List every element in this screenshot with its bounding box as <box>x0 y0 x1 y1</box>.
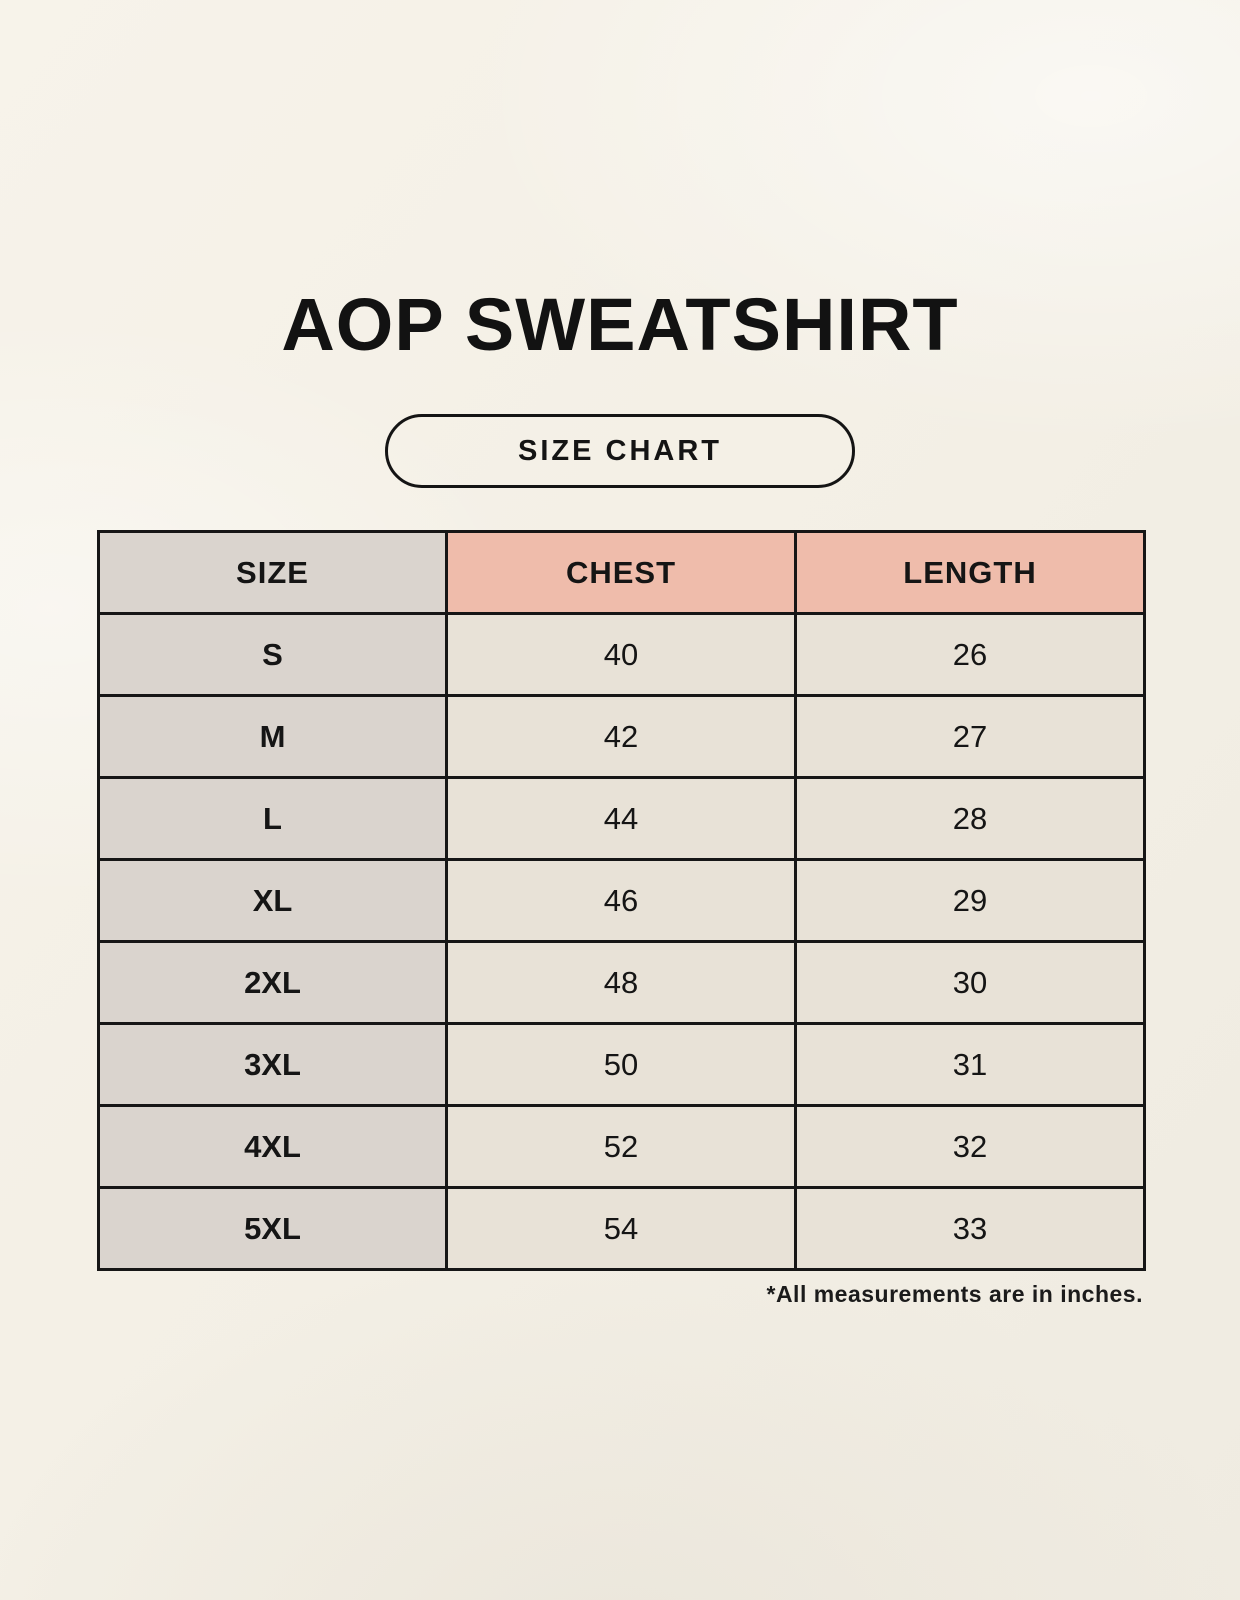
size-chart-badge-label: SIZE CHART <box>518 434 722 467</box>
length-value: 31 <box>794 1022 1146 1107</box>
measurements-footnote: *All measurements are in inches. <box>766 1281 1143 1307</box>
header-size: SIZE <box>97 530 448 615</box>
size-label: M <box>97 694 448 779</box>
chest-value: 50 <box>445 1022 797 1107</box>
size-label: XL <box>97 858 448 943</box>
chest-value: 44 <box>445 776 797 861</box>
table-row: L 44 28 <box>97 776 1146 861</box>
size-label: 3XL <box>97 1022 448 1107</box>
table-row: M 42 27 <box>97 694 1146 779</box>
length-value: 26 <box>794 612 1146 697</box>
page-title: AOP SWEATSHIRT <box>281 283 959 366</box>
size-label: 4XL <box>97 1104 448 1189</box>
size-label: L <box>97 776 448 861</box>
size-table-container: SIZE CHEST LENGTH S 40 26 M 42 27 L <box>97 530 1146 1308</box>
table-row: 4XL 52 32 <box>97 1104 1146 1189</box>
size-chart-badge: SIZE CHART <box>385 414 855 488</box>
chest-value: 42 <box>445 694 797 779</box>
length-value: 29 <box>794 858 1146 943</box>
table-row: S 40 26 <box>97 612 1146 697</box>
chest-value: 48 <box>445 940 797 1025</box>
size-table: SIZE CHEST LENGTH S 40 26 M 42 27 L <box>97 530 1146 1271</box>
chest-value: 54 <box>445 1186 797 1271</box>
length-value: 30 <box>794 940 1146 1025</box>
table-row: 2XL 48 30 <box>97 940 1146 1025</box>
length-value: 33 <box>794 1186 1146 1271</box>
size-label: 5XL <box>97 1186 448 1271</box>
table-header-row: SIZE CHEST LENGTH <box>97 530 1146 615</box>
chest-value: 40 <box>445 612 797 697</box>
table-row: 5XL 54 33 <box>97 1186 1146 1271</box>
table-row: 3XL 50 31 <box>97 1022 1146 1107</box>
length-value: 32 <box>794 1104 1146 1189</box>
length-value: 28 <box>794 776 1146 861</box>
chest-value: 52 <box>445 1104 797 1189</box>
length-value: 27 <box>794 694 1146 779</box>
size-label: S <box>97 612 448 697</box>
header-chest: CHEST <box>445 530 797 615</box>
size-label: 2XL <box>97 940 448 1025</box>
header-length: LENGTH <box>794 530 1146 615</box>
chest-value: 46 <box>445 858 797 943</box>
table-row: XL 46 29 <box>97 858 1146 943</box>
